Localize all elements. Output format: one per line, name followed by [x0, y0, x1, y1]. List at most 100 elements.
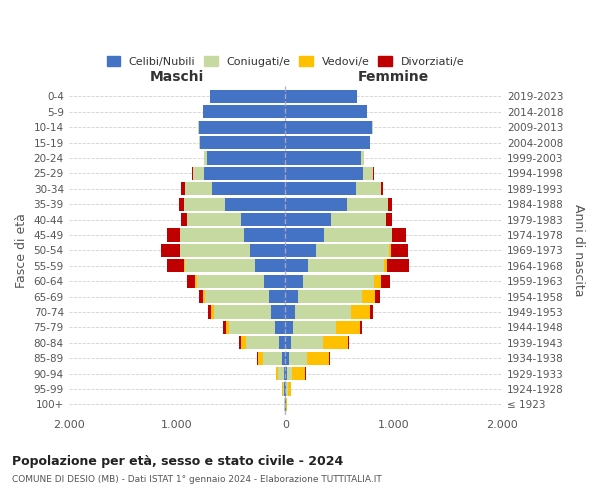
Bar [308, 259, 384, 272]
Bar [185, 259, 255, 272]
Bar [161, 244, 180, 257]
Bar [204, 152, 208, 164]
Bar [302, 274, 374, 287]
Bar [263, 274, 286, 287]
Bar [360, 321, 362, 334]
Bar [307, 352, 329, 364]
Bar [316, 244, 389, 257]
Bar [282, 352, 286, 364]
Bar [226, 321, 229, 334]
Bar [224, 198, 286, 210]
Bar [199, 136, 200, 149]
Bar [184, 198, 224, 210]
Bar [286, 213, 331, 226]
Bar [247, 336, 279, 349]
Text: Femmine: Femmine [358, 70, 430, 84]
Bar [203, 106, 286, 118]
Bar [286, 136, 370, 149]
Bar [286, 182, 356, 196]
Bar [269, 290, 286, 303]
Bar [181, 182, 185, 196]
Bar [323, 336, 348, 349]
Bar [278, 367, 284, 380]
Bar [286, 120, 372, 134]
Bar [286, 306, 295, 318]
Legend: Celibi/Nubili, Coniugati/e, Vedovi/e, Divorziati/e: Celibi/Nubili, Coniugati/e, Vedovi/e, Di… [102, 52, 469, 72]
Bar [193, 167, 204, 180]
Bar [347, 198, 388, 210]
Bar [241, 336, 247, 349]
Bar [205, 290, 269, 303]
Bar [361, 152, 364, 164]
Bar [284, 367, 286, 380]
Bar [348, 336, 349, 349]
Bar [212, 182, 286, 196]
Bar [286, 167, 364, 180]
Bar [295, 306, 352, 318]
Bar [208, 152, 286, 164]
Bar [250, 244, 286, 257]
Bar [209, 90, 286, 103]
Bar [286, 274, 302, 287]
Bar [199, 290, 203, 303]
Bar [381, 274, 391, 287]
Bar [298, 290, 362, 303]
Bar [239, 336, 241, 349]
Bar [185, 182, 212, 196]
Bar [287, 382, 291, 396]
Bar [362, 290, 375, 303]
Bar [286, 321, 293, 334]
Bar [286, 352, 289, 364]
Bar [275, 321, 286, 334]
Bar [187, 274, 196, 287]
Bar [370, 306, 373, 318]
Bar [180, 228, 244, 241]
Bar [384, 259, 387, 272]
Bar [181, 213, 187, 226]
Bar [286, 367, 287, 380]
Bar [286, 228, 325, 241]
Bar [200, 136, 286, 149]
Bar [388, 198, 392, 210]
Bar [292, 367, 305, 380]
Bar [286, 90, 357, 103]
Bar [375, 290, 380, 303]
Text: COMUNE DI DESIO (MB) - Dati ISTAT 1° gennaio 2024 - Elaborazione TUTTITALIA.IT: COMUNE DI DESIO (MB) - Dati ISTAT 1° gen… [12, 475, 382, 484]
Bar [179, 198, 184, 210]
Bar [255, 259, 286, 272]
Bar [167, 259, 184, 272]
Bar [283, 382, 284, 396]
Bar [289, 352, 307, 364]
Bar [291, 336, 323, 349]
Bar [387, 259, 409, 272]
Bar [287, 367, 292, 380]
Bar [389, 244, 391, 257]
Bar [223, 321, 226, 334]
Bar [263, 352, 282, 364]
Bar [279, 336, 286, 349]
Bar [381, 182, 383, 196]
Bar [203, 290, 205, 303]
Bar [180, 244, 250, 257]
Bar [386, 213, 392, 226]
Bar [391, 244, 409, 257]
Bar [167, 228, 180, 241]
Bar [197, 274, 263, 287]
Bar [276, 367, 278, 380]
Bar [214, 306, 271, 318]
Bar [293, 321, 336, 334]
Bar [257, 352, 258, 364]
Bar [187, 213, 241, 226]
Bar [356, 182, 381, 196]
Bar [286, 152, 361, 164]
Bar [286, 198, 347, 210]
Y-axis label: Fasce di età: Fasce di età [15, 213, 28, 288]
Bar [329, 352, 330, 364]
Text: Maschi: Maschi [150, 70, 204, 84]
Bar [364, 167, 373, 180]
Bar [392, 228, 406, 241]
Bar [286, 259, 308, 272]
Y-axis label: Anni di nascita: Anni di nascita [572, 204, 585, 296]
Bar [258, 352, 263, 364]
Bar [204, 167, 286, 180]
